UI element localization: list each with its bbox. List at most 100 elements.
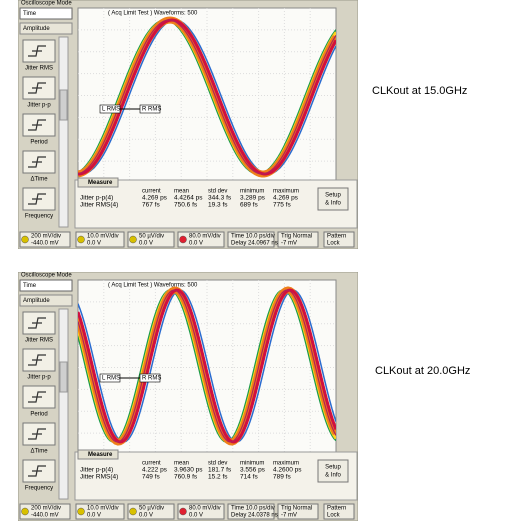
measure-cell: 4.269 ps <box>273 195 299 202</box>
channel-button[interactable] <box>19 503 71 520</box>
channel-button[interactable] <box>227 503 275 520</box>
measure-cell: 750.6 fs <box>174 202 198 209</box>
channel-button[interactable] <box>75 231 125 248</box>
measure-tab[interactable] <box>77 177 119 188</box>
measure-tab-label: Measure <box>88 452 113 458</box>
channel-text: 50 µV/div <box>139 234 164 240</box>
time-select[interactable] <box>19 279 73 292</box>
measure-cell: 344.3 fs <box>208 195 232 202</box>
channel-text: -7 mV <box>281 513 297 519</box>
column-header: current <box>142 189 161 195</box>
scroll-thumb[interactable] <box>59 361 68 393</box>
measure-cell: 4.4264 ps <box>174 195 203 202</box>
channel-text: -440.0 mV <box>31 513 59 519</box>
channel-button[interactable] <box>323 503 355 520</box>
button-label: Jitter p-p <box>27 375 51 381</box>
channel-button[interactable] <box>177 503 225 520</box>
button-label: ΔTime <box>30 449 48 455</box>
channel-text: 0.0 V <box>87 241 101 247</box>
channel-text: Trig Normal <box>281 234 312 240</box>
panel-label: CLKout at 15.0GHz <box>372 85 468 97</box>
measure-cell: Jitter RMS(4) <box>80 202 118 209</box>
measure-cell: 3.556 ps <box>240 467 266 474</box>
column-header: std dev <box>208 189 227 195</box>
scrollbar <box>58 308 69 500</box>
measure-tab-label: Measure <box>88 180 113 186</box>
waveform <box>78 19 336 175</box>
column-header: minimum <box>240 461 264 467</box>
channel-text: Time 10.0 ps/div <box>231 506 275 512</box>
channel-button[interactable] <box>277 503 319 520</box>
channel-button[interactable] <box>227 231 275 248</box>
channel-button[interactable] <box>75 503 125 520</box>
cursor-label: L RMS <box>102 107 120 113</box>
button-label: Jitter p-p <box>27 103 51 109</box>
measure-cell: 4.269 ps <box>142 195 168 202</box>
cursor-label: L RMS <box>102 376 120 382</box>
column-header: std dev <box>208 461 227 467</box>
mode-title: Oscilloscope Mode <box>21 273 72 279</box>
amplitude-text: Amplitude <box>23 298 50 304</box>
waveform <box>78 288 336 444</box>
channel-button[interactable] <box>127 503 175 520</box>
channel-icon <box>21 235 29 244</box>
channel-icon <box>129 507 137 516</box>
measure-cell: 3.289 ps <box>240 195 266 202</box>
channel-button[interactable] <box>19 231 71 248</box>
waveform <box>78 19 336 175</box>
channel-button[interactable] <box>127 231 175 248</box>
setup-label: & Info <box>325 473 341 479</box>
channel-icon <box>77 507 85 516</box>
cursor-label: R RMS <box>142 107 161 113</box>
scope-window: Oscilloscope Mode Time Amplitude Jitter RMS… <box>18 272 358 521</box>
scroll-thumb[interactable] <box>59 89 68 121</box>
button-icon <box>28 156 46 168</box>
channel-text: Trig Normal <box>281 506 312 512</box>
column-header: mean <box>174 461 189 467</box>
button-icon <box>28 119 46 131</box>
waveform <box>78 289 336 443</box>
measure-cell: 775 fs <box>273 202 291 209</box>
setup-label: Setup <box>325 465 341 471</box>
setup-button[interactable] <box>317 459 349 483</box>
measure-panel <box>74 451 358 501</box>
channel-text: -7 mV <box>281 241 297 247</box>
channel-text: 200 mV/div <box>31 234 61 240</box>
measure-cell: 689 fs <box>240 202 258 209</box>
setup-button[interactable] <box>317 187 349 211</box>
amplitude-tab[interactable] <box>19 294 73 307</box>
channel-text: 80.0 mV/div <box>189 506 221 512</box>
column-header: mean <box>174 189 189 195</box>
time-select[interactable] <box>19 7 73 20</box>
channel-text: 0.0 V <box>139 513 153 519</box>
measure-cell: 749 fs <box>142 474 160 481</box>
time-select-text: Time <box>23 11 37 17</box>
panel-label: CLKout at 20.0GHz <box>375 365 471 377</box>
channel-icon <box>21 507 29 516</box>
screen-title: ( Acq Limit Test ) Waveforms: 500 <box>108 11 198 17</box>
button-icon <box>28 465 46 477</box>
measure-cell: 789 fs <box>273 474 291 481</box>
channel-text: 0.0 V <box>189 241 203 247</box>
button-label: Jitter RMS <box>25 338 53 344</box>
measure-cell: 15.2 fs <box>208 474 228 481</box>
channel-button[interactable] <box>177 231 225 248</box>
channel-text: Pattern <box>327 234 346 240</box>
button-label: ΔTime <box>30 177 48 183</box>
button-label: Period <box>30 140 47 146</box>
measure-tab[interactable] <box>77 449 119 460</box>
time-select-text: Time <box>23 283 37 289</box>
amplitude-tab[interactable] <box>19 22 73 35</box>
button-icon <box>28 317 46 329</box>
channel-text: -440.0 mV <box>31 241 59 247</box>
button-label: Frequency <box>25 486 53 492</box>
measure-cell: 767 fs <box>142 202 160 209</box>
waveform <box>78 289 336 443</box>
channel-button[interactable] <box>323 231 355 248</box>
waveform <box>78 16 336 178</box>
cursor-label: R RMS <box>142 376 161 382</box>
channel-button[interactable] <box>277 231 319 248</box>
channel-text: 0.0 V <box>87 513 101 519</box>
channel-text: 0.0 V <box>139 241 153 247</box>
